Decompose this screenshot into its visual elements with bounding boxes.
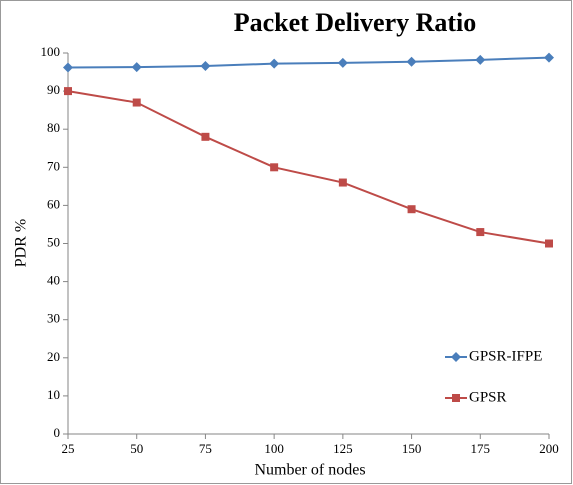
x-tick-label: 150: [402, 441, 422, 456]
y-tick-label: 0: [54, 425, 61, 440]
legend-text: GPSR: [469, 389, 507, 405]
marker: [269, 58, 280, 69]
marker: [64, 87, 72, 96]
y-axis-title: PDR %: [13, 219, 30, 267]
legend-text: GPSR-IFPE: [469, 348, 542, 364]
x-tick-label: 175: [471, 441, 491, 456]
marker: [201, 132, 210, 141]
x-tick-label: 125: [333, 441, 353, 456]
y-tick-label: 80: [47, 120, 60, 135]
marker: [63, 62, 73, 73]
y-tick-label: 30: [47, 311, 60, 326]
y-tick-label: 90: [47, 82, 60, 97]
y-tick-label: 50: [47, 234, 60, 249]
series-line: [67, 90, 550, 245]
series-line: [67, 56, 550, 69]
legend-marker: [451, 352, 461, 362]
marker: [337, 57, 348, 68]
x-tick-label: 200: [539, 441, 559, 456]
y-tick-label: 20: [47, 349, 60, 364]
y-tick-label: 40: [47, 273, 60, 288]
marker: [131, 62, 142, 73]
marker: [270, 163, 279, 172]
x-axis-title: Number of nodes: [254, 462, 365, 479]
marker: [475, 54, 486, 65]
legend-marker: [452, 394, 460, 402]
marker: [544, 52, 554, 63]
marker: [545, 239, 553, 248]
y-tick-label: 10: [47, 387, 60, 402]
y-tick-label: 70: [47, 158, 60, 173]
chart-title: Packet Delivery Ratio: [234, 8, 477, 37]
marker: [132, 98, 141, 107]
x-tick-label: 25: [62, 441, 75, 456]
marker: [338, 178, 347, 187]
marker: [200, 60, 211, 71]
x-tick-label: 50: [130, 441, 143, 456]
y-tick-label: 100: [41, 44, 61, 59]
x-tick-label: 75: [199, 441, 212, 456]
marker: [406, 56, 417, 67]
marker: [476, 228, 485, 237]
x-tick-label: 100: [264, 441, 284, 456]
marker: [407, 205, 416, 214]
y-tick-label: 60: [47, 196, 60, 211]
